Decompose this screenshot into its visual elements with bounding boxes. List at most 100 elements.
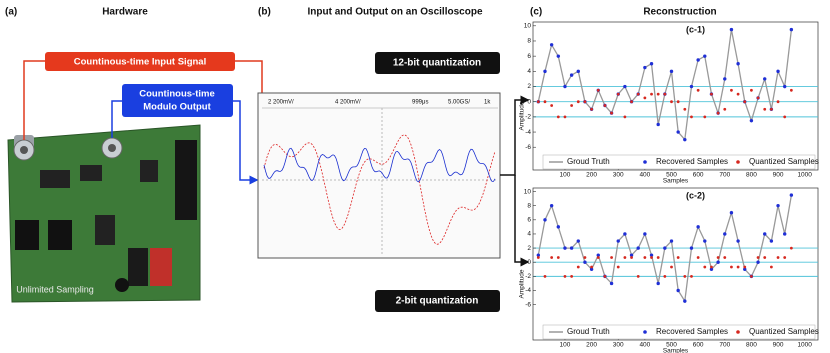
y-tick-label: 4	[527, 68, 531, 75]
quantized-sample	[590, 265, 593, 269]
board-text: Unlimited Sampling	[16, 284, 94, 294]
x-tick-label: 100	[560, 342, 571, 349]
recovered-sample	[576, 239, 580, 243]
panel-title: Hardware	[102, 7, 148, 18]
legend-label: Groud Truth	[567, 157, 610, 166]
quantized-sample	[676, 100, 680, 104]
chart-title: (c-1)	[686, 24, 705, 34]
quantized-sample	[663, 274, 667, 278]
x-tick-label: 700	[719, 172, 730, 179]
x-tick-label: 900	[773, 172, 784, 179]
tag-box	[375, 290, 500, 312]
scope-label: 999μs	[412, 100, 428, 106]
quantized-sample	[743, 265, 747, 269]
recovered-sample	[689, 84, 694, 89]
recovered-sample	[589, 267, 594, 272]
y-tick-label: 6	[527, 217, 531, 224]
scope-label: 2 200mV/	[268, 100, 294, 106]
quantized-sample	[570, 104, 574, 107]
legend	[542, 324, 816, 340]
x-tick-label: 400	[639, 172, 650, 179]
scope-trace	[263, 134, 496, 245]
input-label-box	[45, 52, 235, 71]
recovered-sample	[636, 246, 640, 250]
recovered-sample	[683, 299, 687, 303]
x-tick-label: 800	[746, 172, 757, 179]
quantized-sample	[610, 111, 613, 115]
recovered-sample	[569, 246, 574, 250]
recovered-sample	[723, 232, 727, 236]
x-tick-label: 1000	[797, 172, 812, 179]
y-axis-label: Amplitude	[519, 101, 526, 130]
recovered-sample	[596, 253, 600, 257]
quantized-sample	[670, 100, 673, 104]
arrow	[514, 175, 530, 267]
panel-label: (b)	[258, 7, 271, 18]
recovered-sample	[563, 84, 567, 89]
recovered-sample	[676, 130, 680, 134]
y-tick-label: 0	[527, 98, 531, 105]
quantized-sample	[583, 100, 587, 104]
legend-swatch	[643, 330, 647, 334]
quantized-sample	[763, 107, 767, 111]
quantized-sample	[603, 274, 607, 278]
quantized-sample	[536, 100, 540, 104]
x-tick-label: 400	[639, 342, 650, 349]
quantized-sample	[769, 265, 773, 269]
quantized-sample	[550, 256, 554, 259]
recovered-sample	[649, 62, 654, 66]
quantized-sample	[650, 256, 653, 259]
quantized-sample	[543, 100, 547, 104]
legend-swatch	[643, 160, 647, 164]
recovered-sample	[709, 267, 714, 272]
input-label: Countinous-time Input Signal	[74, 57, 206, 68]
quantized-sample	[736, 92, 740, 96]
recovered-sample	[743, 267, 747, 272]
x-tick-label: 700	[719, 342, 730, 349]
quantized-sample	[596, 256, 600, 259]
board-photo	[7, 124, 201, 303]
quantized-sample	[603, 104, 607, 107]
recovered-sample	[749, 118, 754, 123]
y-tick-label: -2	[525, 273, 531, 280]
recovered-sample	[736, 239, 740, 243]
quantized-sample	[576, 100, 580, 104]
panel-title: Input and Output on an Oscilloscope	[308, 7, 483, 18]
recovered-sample	[763, 77, 767, 81]
quantized-sample	[636, 92, 640, 96]
recovered-sample	[583, 260, 587, 264]
recovered-sample	[669, 239, 674, 243]
quantized-sample	[783, 115, 787, 119]
quantized-sample	[703, 265, 707, 269]
x-tick-label: 800	[746, 342, 757, 349]
tag: 12-bit quantization	[393, 58, 481, 69]
quantized-sample	[643, 96, 647, 100]
quantized-sample	[750, 88, 753, 92]
quantized-sample	[789, 246, 793, 250]
quantized-sample	[556, 256, 560, 259]
x-tick-label: 600	[693, 172, 704, 179]
recovered-sample	[776, 69, 780, 74]
recovered-sample	[789, 27, 794, 32]
quantized-sample	[723, 256, 727, 259]
recovered-sample	[703, 54, 707, 58]
recovered-sample	[756, 260, 760, 264]
quantized-sample	[730, 265, 733, 269]
y-tick-label: -6	[525, 301, 531, 308]
recovered-sample	[729, 27, 734, 32]
recovered-sample	[576, 69, 580, 74]
quantized-sample	[583, 256, 587, 259]
recovered-sample	[783, 84, 787, 89]
recovered-sample	[643, 232, 647, 236]
y-tick-label: -4	[525, 129, 531, 136]
x-tick-label: 900	[773, 342, 784, 349]
legend-swatch	[736, 330, 740, 334]
recovered-sample	[656, 281, 660, 286]
scope-label: 4 200mV/	[335, 100, 361, 106]
recovered-sample	[643, 65, 647, 70]
quantized-sample	[683, 274, 687, 278]
quantized-sample	[789, 88, 793, 92]
recovered-sample	[656, 122, 660, 127]
quantized-sample	[703, 115, 707, 119]
recovered-sample	[689, 246, 694, 250]
